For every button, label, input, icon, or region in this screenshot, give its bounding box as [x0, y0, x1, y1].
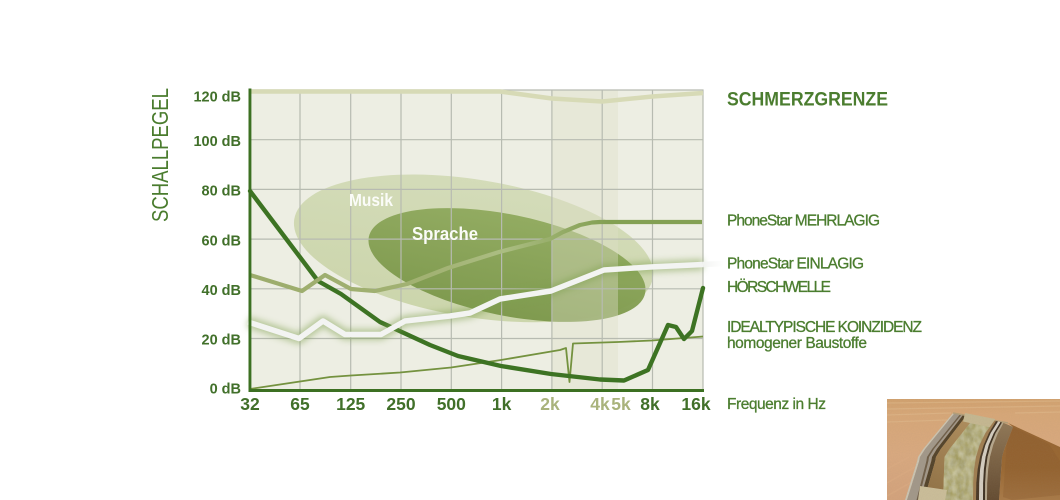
svg-text:Sprache: Sprache — [412, 224, 478, 244]
svg-text:100 dB: 100 dB — [193, 134, 241, 150]
svg-text:4k: 4k — [590, 394, 610, 414]
svg-text:125: 125 — [336, 394, 365, 414]
svg-text:16k: 16k — [681, 394, 710, 414]
svg-text:120 dB: 120 dB — [193, 90, 241, 106]
svg-text:SCHALLPEGEL: SCHALLPEGEL — [147, 88, 173, 222]
svg-text:80 dB: 80 dB — [202, 184, 242, 200]
svg-text:0 dB: 0 dB — [210, 382, 241, 398]
svg-text:40 dB: 40 dB — [202, 283, 242, 299]
svg-text:8k: 8k — [640, 394, 660, 414]
svg-text:1k: 1k — [492, 394, 512, 414]
svg-text:PhoneStar EINLAGIG: PhoneStar EINLAGIG — [727, 256, 864, 273]
svg-text:IDEALTYPISCHE KOINZIDENZ: IDEALTYPISCHE KOINZIDENZ — [727, 319, 922, 336]
svg-text:2k: 2k — [540, 394, 560, 414]
svg-text:homogener Baustoffe: homogener Baustoffe — [727, 335, 867, 352]
svg-text:HÖRSCHWELLE: HÖRSCHWELLE — [727, 278, 831, 296]
svg-text:Musik: Musik — [349, 190, 393, 210]
svg-text:Frequenz in Hz: Frequenz in Hz — [727, 396, 826, 413]
svg-text:65: 65 — [290, 394, 310, 414]
svg-text:PhoneStar MEHRLAGIG: PhoneStar MEHRLAGIG — [727, 213, 880, 230]
svg-text:20 dB: 20 dB — [202, 333, 242, 349]
svg-text:5k: 5k — [611, 394, 631, 414]
svg-text:SCHMERZGRENZE: SCHMERZGRENZE — [727, 89, 888, 111]
svg-text:32: 32 — [240, 394, 260, 414]
svg-text:250: 250 — [386, 394, 415, 414]
svg-text:500: 500 — [437, 394, 466, 414]
svg-text:60 dB: 60 dB — [202, 234, 242, 250]
